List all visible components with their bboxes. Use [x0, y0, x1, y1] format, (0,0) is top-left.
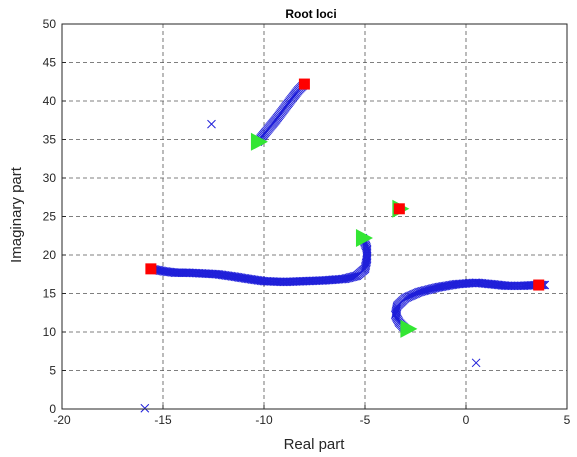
y-tick-label: 45: [43, 56, 57, 70]
start-marker: [400, 319, 418, 338]
locus-point: [471, 358, 481, 368]
locus-point: [140, 403, 150, 413]
y-tick-label: 50: [43, 17, 57, 31]
plot-frame: [61, 23, 568, 410]
start-marker: [250, 132, 268, 151]
x-tick-label: -15: [154, 413, 172, 427]
x-tick-label: 0: [463, 413, 470, 427]
start-marker: [355, 229, 373, 248]
y-axis-label: Imaginary part: [8, 166, 25, 263]
end-marker: [533, 279, 545, 291]
y-tick-label: 10: [43, 325, 57, 339]
x-tick-label: -5: [360, 413, 371, 427]
end-marker: [145, 263, 157, 275]
y-tick-label: 30: [43, 171, 57, 185]
y-tick-label: 15: [43, 287, 57, 301]
chart-title: Root loci: [285, 7, 336, 21]
x-tick-label: -10: [255, 413, 273, 427]
y-tick-label: 20: [43, 248, 57, 262]
end-marker: [393, 203, 405, 215]
grid-lines: [61, 23, 568, 410]
y-tick-label: 35: [43, 133, 57, 147]
x-axis-label: Real part: [284, 436, 346, 453]
end-marker: [298, 78, 310, 90]
locus-point: [207, 119, 216, 129]
y-tick-label: 40: [43, 94, 57, 108]
x-tick-label: 5: [564, 413, 571, 427]
y-tick-label: 0: [49, 402, 56, 416]
end-markers: [145, 78, 545, 291]
x-tick-label: -20: [53, 413, 71, 427]
y-tick-label: 25: [43, 210, 57, 224]
y-tick-label: 5: [49, 364, 56, 378]
